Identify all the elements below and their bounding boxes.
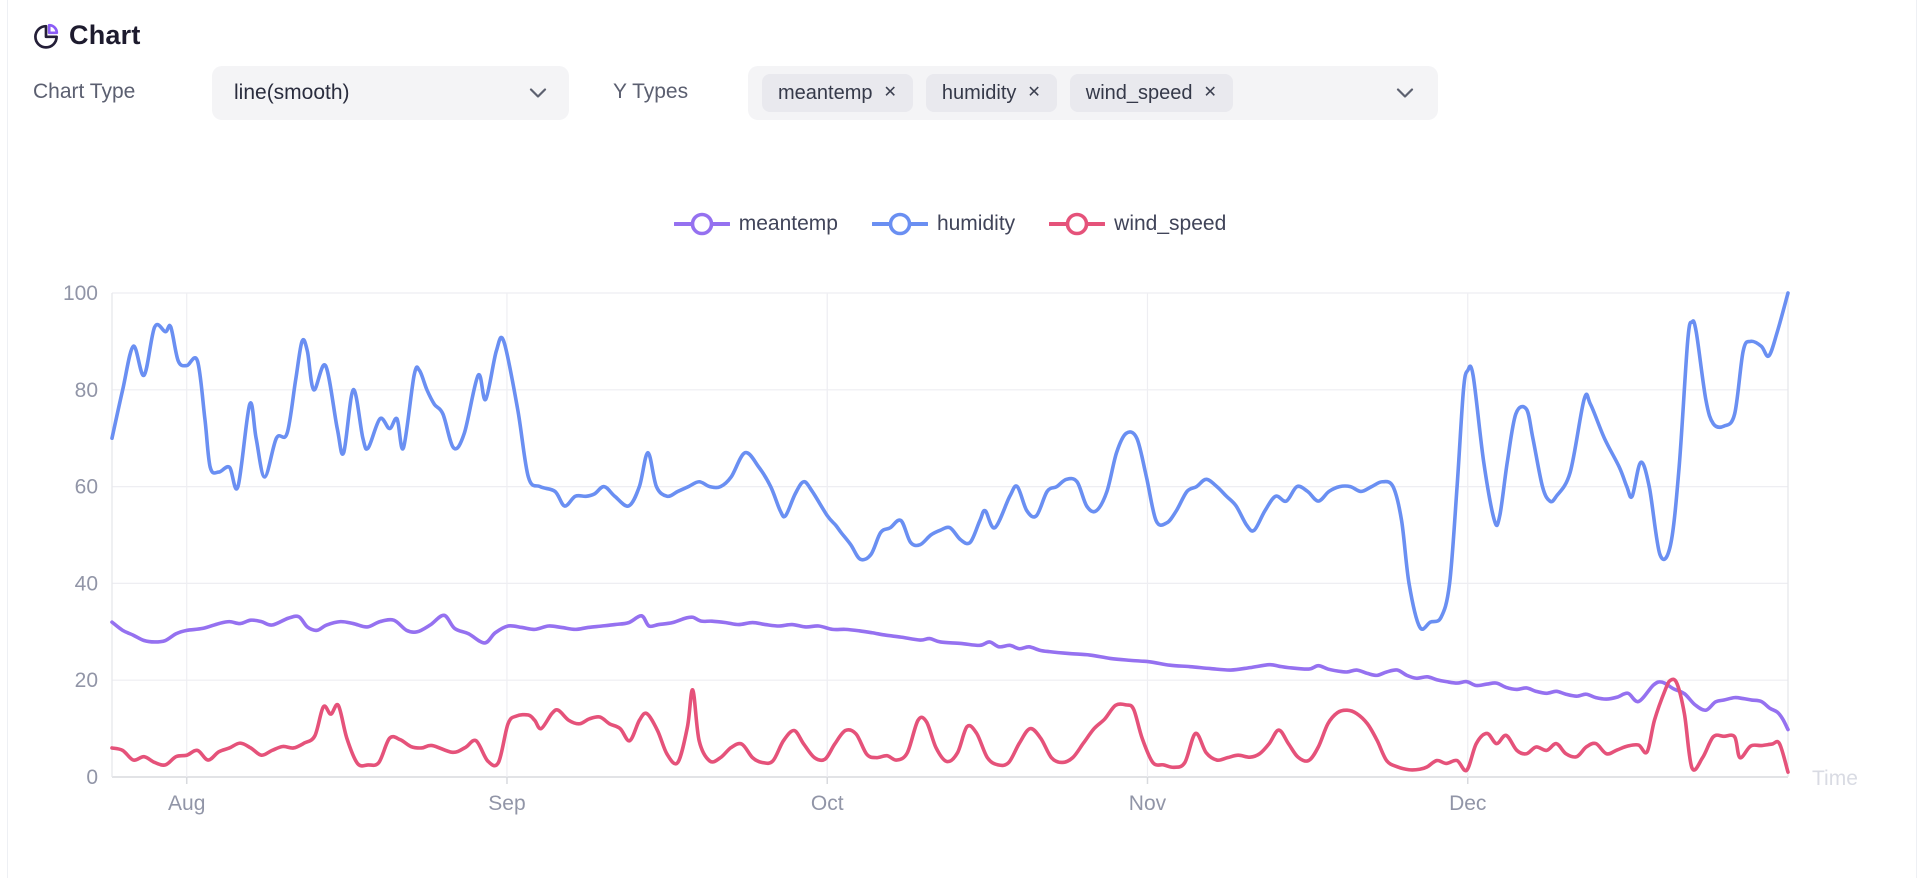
x-axis-tick-label: Oct [811, 792, 844, 815]
legend-item-humidity[interactable]: humidity [871, 211, 1016, 237]
y-axis-tick-label: 20 [75, 669, 98, 692]
series-line-wind_speed [110, 677, 1790, 774]
x-axis-tick-label: Dec [1449, 792, 1486, 815]
controls-row: Chart Type line(smooth) Y Types meantemp… [0, 66, 1920, 120]
remove-tag-icon[interactable]: ✕ [1203, 84, 1217, 101]
x-axis-tick-label: Sep [488, 792, 525, 815]
chart-type-label: Chart Type [33, 80, 136, 103]
legend-label: wind_speed [1114, 212, 1227, 235]
remove-tag-icon[interactable]: ✕ [883, 84, 897, 101]
legend-label: meantemp [738, 212, 838, 235]
legend-item-meantemp[interactable]: meantemp [673, 211, 838, 237]
series-line-humidity [110, 291, 1790, 631]
ytype-tag-label: wind_speed [1085, 81, 1193, 104]
ytype-tag-label: humidity [941, 81, 1017, 104]
page-right-border [1916, 0, 1917, 878]
remove-tag-icon[interactable]: ✕ [1027, 84, 1041, 101]
ytype-tag-meantemp[interactable]: meantemp ✕ [762, 74, 913, 112]
y-types-label: Y Types [613, 80, 689, 103]
ytype-tag-label: meantemp [778, 81, 873, 104]
chevron-down-icon [529, 88, 547, 98]
chart-legend: meantemp humidity wind_speed [112, 206, 1788, 242]
ytype-tag-wind_speed[interactable]: wind_speed ✕ [1069, 74, 1233, 112]
y-axis-tick-label: 60 [75, 476, 98, 499]
legend-marker-icon [871, 212, 928, 236]
page-left-border [7, 0, 8, 878]
x-axis-tick-label: Nov [1129, 792, 1167, 815]
x-axis-name-label: Time [1812, 767, 1858, 790]
chart-type-select[interactable]: line(smooth) [212, 66, 569, 120]
pie-chart-icon [31, 20, 61, 51]
legend-marker-icon [1049, 212, 1106, 236]
y-axis-tick-label: 100 [63, 282, 98, 305]
y-axis-tick-label: 40 [75, 572, 98, 595]
legend-item-wind_speed[interactable]: wind_speed [1049, 211, 1226, 237]
legend-marker-icon [673, 212, 730, 236]
chevron-down-icon [1396, 88, 1414, 98]
x-axis-tick-label: Aug [168, 792, 205, 815]
series-line-meantemp [110, 613, 1790, 732]
legend-label: humidity [936, 212, 1016, 235]
y-axis-tick-label: 80 [75, 379, 98, 402]
page-title: Chart [69, 20, 141, 50]
y-axis-tick-label: 0 [86, 766, 98, 789]
app-header: Chart [31, 20, 141, 51]
chart-type-value: line(smooth) [234, 81, 350, 104]
ytype-tag-humidity[interactable]: humidity ✕ [925, 74, 1057, 112]
y-types-select[interactable]: meantemp ✕ humidity ✕ wind_speed ✕ [748, 66, 1438, 120]
